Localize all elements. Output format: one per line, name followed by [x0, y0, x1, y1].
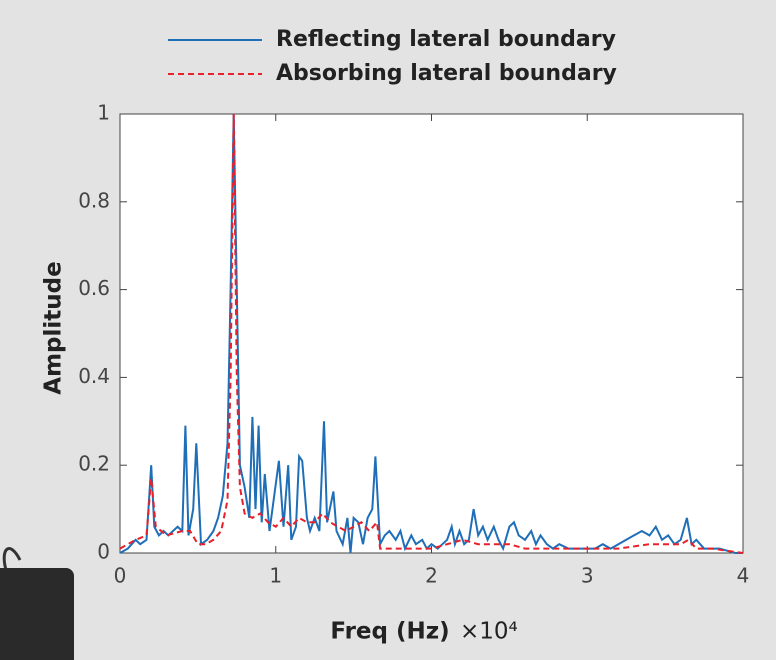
y-tick-label: 0: [97, 540, 110, 564]
x-tick-label: 3: [581, 564, 594, 588]
plot-area: [120, 114, 743, 553]
x-exponent: ×10⁴: [460, 619, 518, 645]
y-axis-label: Amplitude: [41, 261, 67, 394]
device-photo: [0, 547, 74, 660]
y-tick-label: 1: [97, 101, 110, 125]
x-tick-label: 4: [737, 564, 750, 588]
legend-label: Reflecting lateral boundary: [276, 27, 616, 52]
y-tick-label: 0.6: [78, 276, 110, 300]
y-tick-label: 0.8: [78, 188, 110, 212]
axes-box: [119, 113, 744, 554]
legend-label: Absorbing lateral boundary: [276, 61, 617, 86]
series-line: [119, 113, 743, 554]
series-line: [119, 113, 744, 554]
x-axis-label: Freq (Hz): [330, 619, 449, 645]
x-tick-label: 1: [269, 564, 282, 588]
x-tick-label: 0: [114, 564, 127, 588]
y-tick-label: 0.4: [78, 364, 110, 388]
x-tick-label: 2: [425, 564, 438, 588]
y-tick-label: 0.2: [78, 452, 110, 476]
